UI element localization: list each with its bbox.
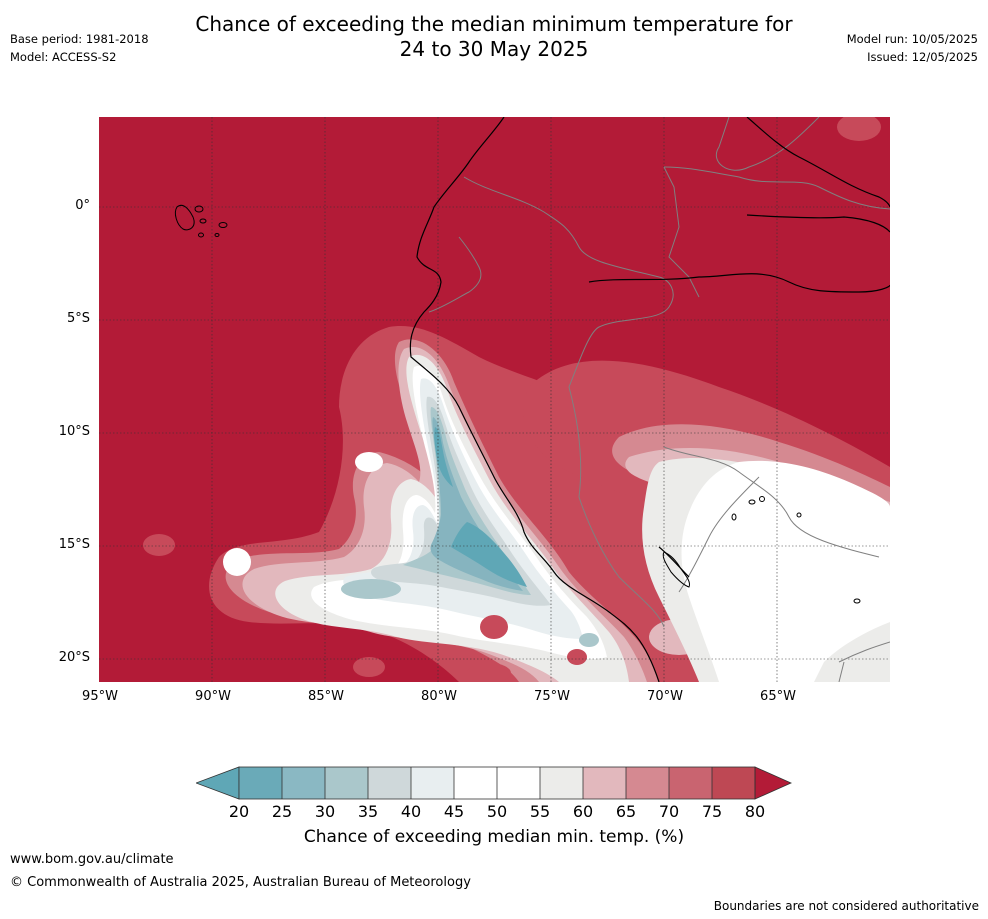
lon-label-90w: 90°W <box>195 689 231 704</box>
country-borders <box>428 117 890 682</box>
galapagos-islands <box>174 204 861 604</box>
colorbar-tick-55: 55 <box>529 802 551 821</box>
website-link[interactable]: www.bom.gov.au/climate <box>10 852 174 867</box>
title-line-2: 24 to 30 May 2025 <box>399 37 589 61</box>
colorbar-segment-25-30 <box>282 767 325 799</box>
colorbar-tick-75: 75 <box>701 802 723 821</box>
colorbar-tick-60: 60 <box>572 802 594 821</box>
colorbar-segment-20-25 <box>239 767 282 799</box>
lat-label-15s: 15°S <box>58 537 90 552</box>
base-period: Base period: 1981-2018 <box>10 32 149 46</box>
model-name: Model: ACCESS-S2 <box>10 50 117 64</box>
probability-map <box>99 117 890 682</box>
lon-label-85w: 85°W <box>308 689 344 704</box>
colorbar-tick-20: 20 <box>228 802 250 821</box>
colorbar-segment-55-60 <box>540 767 583 799</box>
colorbar-tick-40: 40 <box>400 802 422 821</box>
colorbar-segment-45-50 <box>454 767 497 799</box>
colorbar-segment-70-75 <box>669 767 712 799</box>
coastline <box>409 117 890 682</box>
boundaries-disclaimer: Boundaries are not considered authoritat… <box>713 899 979 913</box>
colorbar-high-extension <box>754 766 792 800</box>
colorbar-tick-25: 25 <box>271 802 293 821</box>
copyright-notice: © Commonwealth of Australia 2025, Austra… <box>10 875 471 890</box>
title-line-1: Chance of exceeding the median minimum t… <box>195 12 793 36</box>
page-title: Chance of exceeding the median minimum t… <box>0 12 988 62</box>
lon-label-95w: 95°W <box>82 689 118 704</box>
lat-label-0: 0° <box>75 198 90 213</box>
lat-label-5s: 5°S <box>66 311 90 326</box>
colorbar <box>196 766 792 800</box>
colorbar-segment-75-80 <box>712 767 755 799</box>
model-run: Model run: 10/05/2025 <box>846 32 978 46</box>
red-pockets <box>353 615 587 682</box>
colorbar-tick-45: 45 <box>443 802 465 821</box>
colorbar-segment-40-45 <box>411 767 454 799</box>
colorbar-segment-65-70 <box>626 767 669 799</box>
lat-label-20s: 20°S <box>58 650 90 665</box>
colorbar-tick-50: 50 <box>486 802 508 821</box>
lon-label-70w: 70°W <box>647 689 683 704</box>
lon-label-75w: 75°W <box>534 689 570 704</box>
colorbar-tick-70: 70 <box>658 802 680 821</box>
colorbar-title: Chance of exceeding median min. temp. (%… <box>303 827 685 847</box>
colorbar-segment-60-65 <box>583 767 626 799</box>
lat-label-10s: 10°S <box>58 424 90 439</box>
lon-label-80w: 80°W <box>421 689 457 704</box>
meta-right: Model run: 10/05/2025 Issued: 12/05/2025 <box>847 30 978 66</box>
colorbar-tick-65: 65 <box>615 802 637 821</box>
meta-left: Base period: 1981-2018 Model: ACCESS-S2 <box>10 30 149 66</box>
lon-label-65w: 65°W <box>760 689 796 704</box>
colorbar-tick-80: 80 <box>744 802 766 821</box>
gridlines <box>99 117 890 682</box>
band-20-25 <box>434 427 527 587</box>
issued-date: Issued: 12/05/2025 <box>867 50 978 64</box>
colorbar-tick-30: 30 <box>314 802 336 821</box>
colorbar-segment-50-55 <box>497 767 540 799</box>
colorbar-segment-35-40 <box>368 767 411 799</box>
lake-titicaca <box>662 551 690 588</box>
colorbar-segment-30-35 <box>325 767 368 799</box>
colorbar-tick-35: 35 <box>357 802 379 821</box>
colorbar-low-extension <box>196 766 240 800</box>
colorbar-dividers <box>238 766 756 800</box>
